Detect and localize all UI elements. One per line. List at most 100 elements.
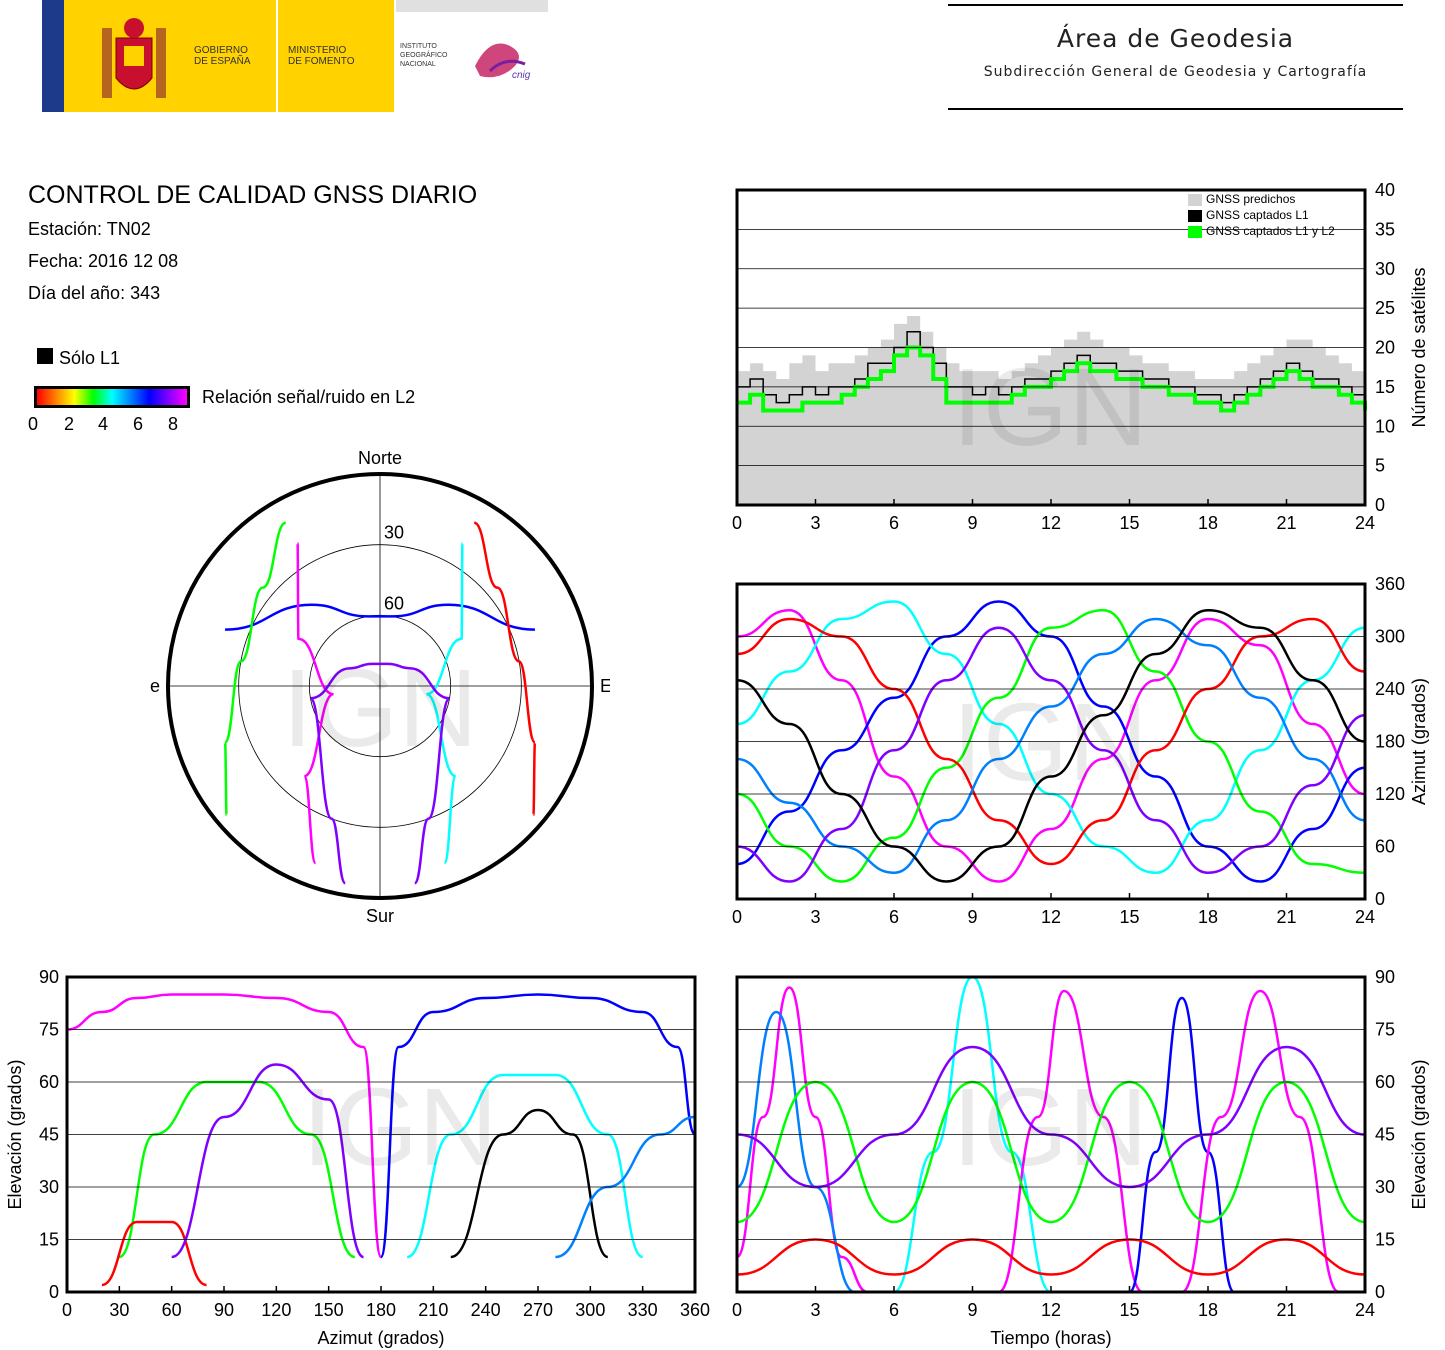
elevation-time-track [1181,989,1340,1294]
x-tick-label: 270 [523,1300,553,1320]
elevation-time-track [1128,996,1236,1294]
compass-south: Sur [366,906,394,926]
x-tick-label: 210 [418,1300,448,1320]
snr-tick: 4 [98,414,109,434]
compass-east: Este [600,676,610,696]
x-tick-label: 15 [1119,907,1139,925]
y-tick-label: 240 [1375,679,1405,699]
skyplot-chart: 30 60 IGN Norte Sur Este Oeste [150,448,610,926]
min-line2: DE FOMENTO [288,56,355,67]
y-axis-label: Elevación (grados) [5,1059,25,1209]
legend-entry: GNSS captados L1 y L2 [1206,224,1335,238]
x-tick-label: 15 [1119,1300,1139,1320]
ring-label: 60 [384,593,404,613]
x-tick-label: 60 [162,1300,182,1320]
snr-tick: 8 [168,414,179,434]
legend-entry: GNSS captados L1 [1206,208,1309,222]
x-tick-label: 9 [967,513,977,530]
skyplot-track [296,541,335,865]
x-tick-label: 9 [967,1300,977,1320]
x-tick-label: 6 [889,1300,899,1320]
coat-of-arms-icon [102,18,166,98]
elevation-time-track [998,989,1144,1294]
x-tick-label: 330 [628,1300,658,1320]
y-tick-label: 20 [1375,338,1395,358]
x-tick-label: 24 [1355,513,1375,530]
doy-label: Día del año: 343 [28,283,161,303]
x-tick-label: 180 [366,1300,396,1320]
y-tick-label: 60 [1375,837,1395,857]
y-tick-label: 25 [1375,298,1395,318]
y-tick-label: 0 [1375,495,1385,515]
y-tick-label: 180 [1375,732,1405,752]
x-tick-label: 12 [1041,513,1061,530]
x-tick-label: 30 [109,1300,129,1320]
x-tick-label: 15 [1119,513,1139,530]
x-tick-label: 360 [680,1300,710,1320]
x-tick-label: 21 [1276,907,1296,925]
x-tick-label: 0 [732,907,742,925]
ign-line1: INSTITUTO [400,43,437,50]
y-tick-label: 0 [1375,1282,1385,1302]
y-tick-label: 30 [1375,259,1395,279]
x-tick-label: 0 [732,513,742,530]
y-tick-label: 75 [39,1020,59,1040]
x-tick-label: 3 [810,513,820,530]
x-tick-label: 90 [214,1300,234,1320]
elevation-azimuth-track [379,993,697,1259]
x-tick-label: 6 [889,907,899,925]
y-tick-label: 15 [39,1230,59,1250]
snr-tick: 6 [133,414,144,434]
x-tick-label: 18 [1198,907,1218,925]
x-tick-label: 9 [967,907,977,925]
y-axis-label: Azimut (grados) [1409,678,1429,805]
legend-swatch [1188,210,1202,222]
station-label: Estación: TN02 [28,219,151,239]
header-rule-top [948,4,1403,6]
watermark-text: IGN [952,1066,1148,1189]
y-axis-label: Número de satélites [1409,267,1429,427]
x-tick-label: 300 [575,1300,605,1320]
date-label: Fecha: 2016 12 08 [28,251,179,271]
y-tick-label: 15 [1375,1230,1395,1250]
elevation-azimuth-track [101,1220,207,1287]
skyplot-track [473,521,537,816]
y-tick-label: 120 [1375,784,1405,804]
page-subtitle: Subdirección General de Geodesia y Carto… [983,64,1368,80]
elevation-time-track [735,986,894,1294]
y-tick-label: 0 [1375,889,1385,909]
min-line1: MINISTERIO [288,45,347,56]
gov-line2: DE ESPAÑA [194,56,251,67]
snr-tick: 2 [64,414,75,434]
elevation-time-track [736,1238,1366,1276]
legend-swatch [1188,194,1202,206]
legend-entry: GNSS predichos [1206,192,1295,206]
x-tick-label: 0 [732,1300,742,1320]
y-tick-label: 40 [1375,180,1395,200]
ign-line3: NACIONAL [400,61,436,68]
y-tick-label: 300 [1375,627,1405,647]
elevation-time-track [736,1080,1366,1224]
header-logos: GOBIERNO DE ESPAÑA MINISTERIO DE FOMENTO… [42,0,548,112]
legend-swatch [1188,226,1202,238]
snr-colorbar [34,386,190,408]
x-tick-label: 150 [314,1300,344,1320]
snr-label: Relación señal/ruido en L2 [202,387,416,407]
x-tick-label: 12 [1041,1300,1061,1320]
watermark-text: IGN [282,647,478,770]
elevation-azimuth-track [450,1108,609,1259]
series-l1l2-line [737,345,1367,413]
snr-ticks: 0 2 4 6 8 [28,414,188,436]
x-tick-label: 12 [1041,907,1061,925]
x-tick-label: 24 [1355,1300,1375,1320]
gov-line1: GOBIERNO [194,45,248,56]
y-tick-label: 360 [1375,574,1405,594]
l1-only-label: Sólo L1 [59,348,121,368]
y-tick-label: 45 [39,1125,59,1145]
ministerio-logo: MINISTERIO DE FOMENTO [278,0,394,112]
y-tick-label: 60 [39,1072,59,1092]
ign-logo: INSTITUTO GEOGRÁFICO NACIONAL cnig [396,0,548,112]
